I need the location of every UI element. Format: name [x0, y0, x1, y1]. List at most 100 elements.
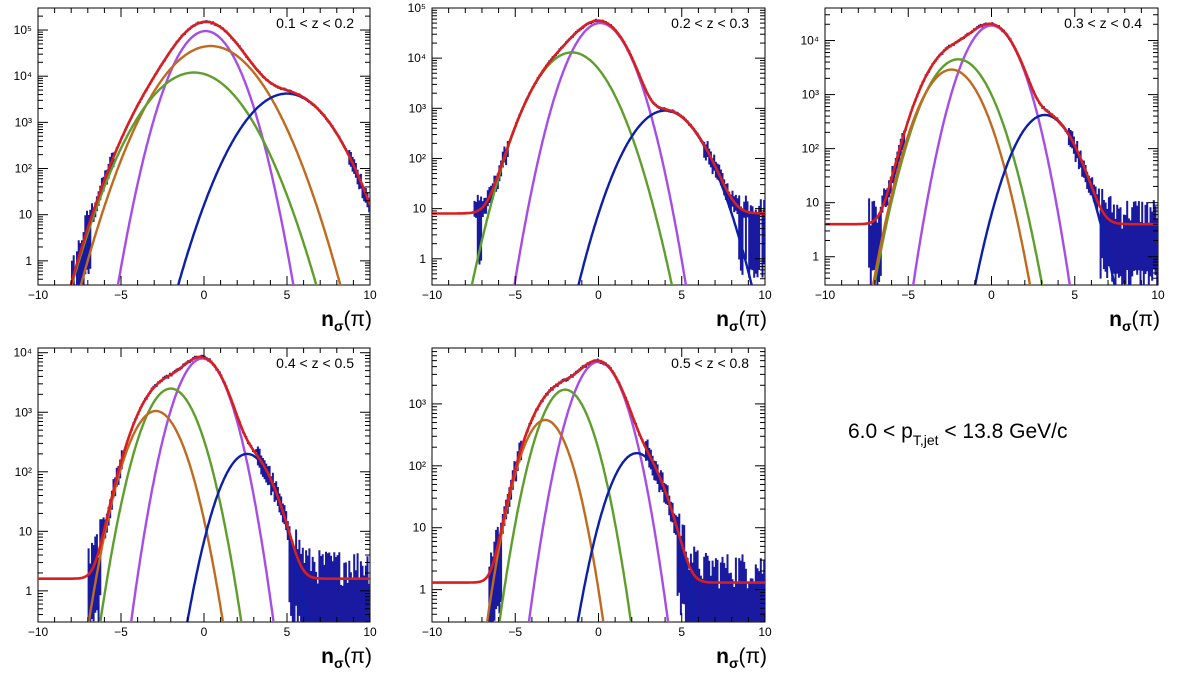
y-tick-label: 10²	[802, 142, 819, 156]
x-tick-label: −10	[422, 288, 443, 302]
fit-curve-green	[498, 388, 633, 622]
fit-curve-blue	[186, 452, 309, 622]
total-fit-curve	[69, 20, 370, 285]
x-axis-title-main: n	[716, 645, 729, 668]
x-axis-title: nσ(π)	[1109, 308, 1160, 334]
x-axis-title-main: n	[321, 308, 334, 331]
x-tick-label: 10	[363, 288, 377, 302]
fit-curve-purple	[129, 357, 275, 622]
y-tick-label: 10⁴	[407, 51, 426, 65]
plot-area	[432, 358, 765, 622]
pt-jet-range-label: 6.0 < pT,jet < 13.8 GeV/c	[848, 420, 1168, 448]
x-tick-label: −10	[422, 625, 443, 639]
pt-label-subscript: T,jet	[912, 432, 939, 448]
total-fit-curve	[432, 19, 765, 215]
y-tick-label: 10	[806, 196, 820, 210]
fit-curve-orange	[79, 44, 342, 285]
fit-curve-purple	[513, 21, 688, 285]
x-axis-title-tail: (π)	[344, 645, 372, 668]
total-fit-curve	[38, 355, 370, 580]
panel-4: −10 −5 0 5 10 1 10 10² 10³ 10⁴ 0.4 < z < 0.5 nσ(π)	[13, 346, 377, 671]
x-axis-title-main: n	[716, 308, 729, 331]
panel-title: 0.3 < z < 0.4	[1064, 15, 1142, 31]
y-tick-label: 10³	[409, 101, 426, 115]
x-tick-label: 10	[758, 625, 772, 639]
x-axis-title-main: n	[321, 645, 334, 668]
fit-curve-purple	[911, 24, 1072, 285]
fit-curve-orange	[485, 418, 605, 622]
x-tick-label: 0	[201, 625, 208, 639]
x-tick-label: −5	[114, 288, 128, 302]
x-tick-label: −10	[815, 288, 836, 302]
x-axis-title-sub: σ	[334, 318, 344, 334]
panel-title: 0.2 < z < 0.3	[671, 15, 749, 31]
x-axis-title-sub: σ	[1122, 318, 1132, 334]
x-axis-title-sub: σ	[729, 318, 739, 334]
x-axis-title-sub: σ	[729, 655, 739, 671]
x-axis-title-tail: (π)	[344, 308, 372, 331]
y-tick-label: 10	[413, 202, 427, 216]
y-tick-label: 1	[25, 254, 32, 268]
y-tick-label: 10²	[409, 151, 426, 165]
y-tick-label: 10³	[802, 88, 819, 102]
y-tick-label: 10⁵	[408, 1, 426, 15]
y-tick-label: 1	[419, 252, 426, 266]
x-tick-label: 10	[363, 625, 377, 639]
y-tick-label: 10⁵	[14, 23, 32, 37]
x-tick-label: 0	[988, 288, 995, 302]
panel-2: −10 −5 0 5 10 1 10 10² 10³ 10⁴ 10⁵ 0.2 < z < 0.3 nσ(…	[407, 1, 772, 334]
pt-label-suffix: < 13.8 GeV/c	[938, 420, 1068, 443]
x-tick-label: 0	[595, 625, 602, 639]
y-tick-label: 10³	[15, 405, 32, 419]
x-axis-title-sub: σ	[334, 655, 344, 671]
y-tick-label: 10	[19, 524, 33, 538]
y-tick-label: 1	[419, 583, 426, 597]
x-axis-title-tail: (π)	[739, 645, 767, 668]
y-tick-label: 10²	[15, 465, 32, 479]
x-tick-label: 5	[284, 288, 291, 302]
x-tick-label: 10	[1151, 288, 1165, 302]
total-fit-curve	[432, 359, 765, 584]
x-axis-title: nσ(π)	[321, 645, 372, 671]
y-tick-label: 1	[25, 584, 32, 598]
fit-curve-orange	[871, 68, 1032, 285]
fit-curve-green	[99, 387, 243, 622]
plot-area	[432, 18, 765, 285]
y-tick-label: 10⁴	[13, 346, 32, 360]
x-tick-label: −10	[28, 288, 49, 302]
y-tick-label: 10⁴	[13, 69, 32, 83]
x-tick-label: −5	[901, 288, 915, 302]
y-tick-label: 10	[413, 521, 427, 535]
x-axis-title: nσ(π)	[321, 308, 372, 334]
y-tick-label: 10²	[409, 459, 426, 473]
x-tick-label: −10	[28, 625, 49, 639]
x-tick-label: 0	[595, 288, 602, 302]
panel-5: −10 −5 0 5 10 1 10 10² 10³ 0.5 < z < 0.8 nσ(π)	[409, 347, 772, 671]
x-tick-label: 5	[678, 288, 685, 302]
panel-3: −10 −5 0 5 10 1 10 10² 10³ 10⁴ 0.3 < z < 0.4 nσ(π)	[800, 7, 1165, 334]
plot-area	[825, 22, 1158, 285]
pt-label-prefix: 6.0 < p	[848, 420, 913, 443]
x-tick-label: 10	[758, 288, 772, 302]
data-histogram	[473, 18, 765, 278]
plot-area	[69, 20, 370, 285]
x-tick-label: 5	[284, 625, 291, 639]
x-tick-label: 5	[1071, 288, 1078, 302]
fit-curve-blue	[176, 92, 370, 285]
x-axis-title: nσ(π)	[716, 308, 767, 334]
y-tick-label: 1	[812, 250, 819, 264]
fit-curve-purple	[116, 29, 295, 285]
fit-curve-green	[872, 58, 1044, 285]
plot-area	[38, 354, 370, 622]
x-axis-title-tail: (π)	[1132, 308, 1160, 331]
total-fit-curve	[825, 22, 1158, 226]
y-tick-label: 10²	[15, 162, 32, 176]
y-tick-label: 10⁴	[800, 34, 819, 48]
y-tick-label: 10³	[15, 115, 32, 129]
panel-title: 0.4 < z < 0.5	[276, 355, 354, 371]
x-tick-label: −5	[508, 625, 522, 639]
fit-curve-blue	[577, 109, 753, 285]
y-tick-label: 10³	[409, 397, 426, 411]
x-tick-label: 0	[201, 288, 208, 302]
